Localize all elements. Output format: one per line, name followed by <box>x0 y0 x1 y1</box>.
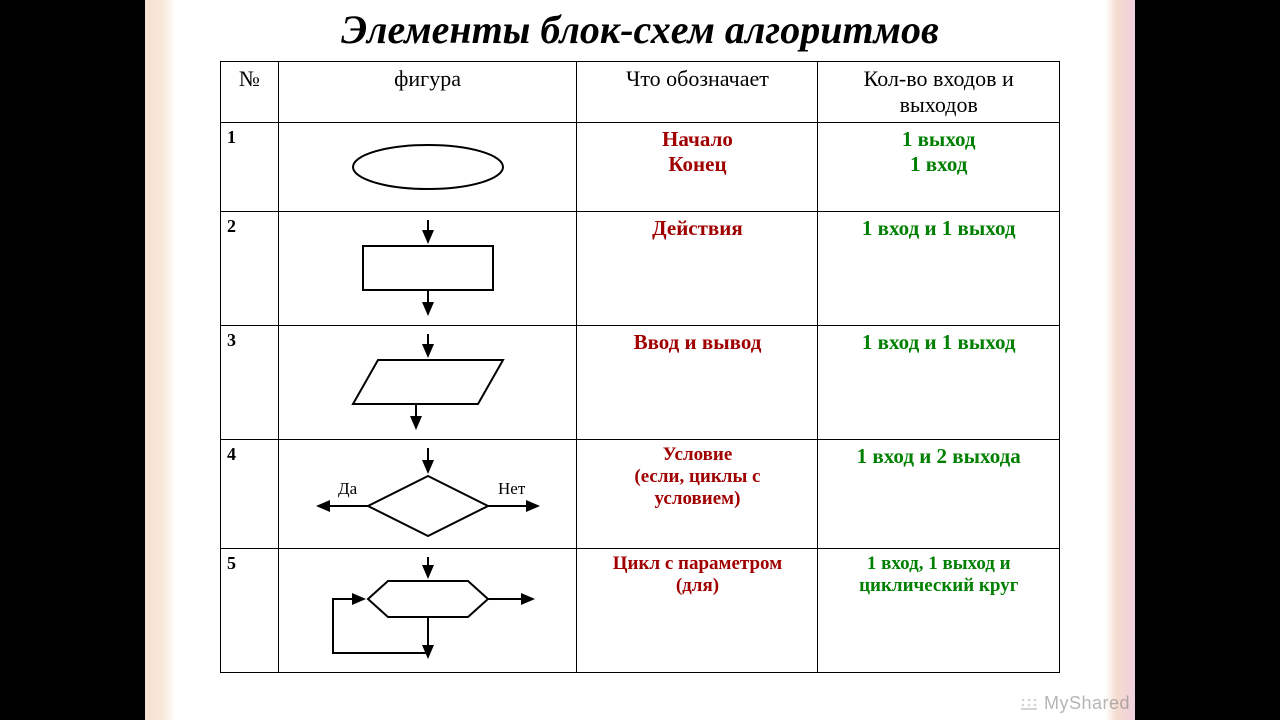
process-icon <box>318 216 538 321</box>
io-cell: 1 выход 1 вход <box>818 123 1060 212</box>
watermark-text: MyShared <box>1044 693 1130 713</box>
row-num: 4 <box>221 440 279 549</box>
meaning-cell: Условие (если, циклы с условием) <box>577 440 818 549</box>
watermark-icon <box>1020 697 1038 711</box>
row-num: 2 <box>221 212 279 326</box>
watermark: MyShared <box>1020 693 1130 714</box>
hexagon-loop-icon <box>298 553 558 668</box>
io-cell: 1 вход и 1 выход <box>818 326 1060 440</box>
io-cell: 1 вход и 2 выхода <box>818 440 1060 549</box>
row-num: 3 <box>221 326 279 440</box>
gradient-left <box>145 0 175 720</box>
col-figure: фигура <box>278 62 577 123</box>
yes-label: Да <box>338 479 358 498</box>
figure-terminator <box>278 123 577 212</box>
col-io: Кол-во входов и выходов <box>818 62 1060 123</box>
meaning-cell: Начало Конец <box>577 123 818 212</box>
page-title: Элементы блок-схем алгоритмов <box>175 6 1105 53</box>
col-num: № <box>221 62 279 123</box>
figure-decision: Да Нет <box>278 440 577 549</box>
table-row: 3 Ввод и вывод 1 вход и 1 выход <box>221 326 1060 440</box>
stage: Элементы блок-схем алгоритмов № фигура Ч… <box>0 0 1280 720</box>
row-num: 1 <box>221 123 279 212</box>
terminator-icon <box>318 127 538 207</box>
meaning-cell: Действия <box>577 212 818 326</box>
flowchart-elements-table: № фигура Что обозначает Кол-во входов и … <box>220 61 1060 673</box>
table-row: 4 Да Нет Условие <box>221 440 1060 549</box>
meaning-cell: Цикл с параметром (для) <box>577 549 818 673</box>
figure-loop <box>278 549 577 673</box>
paper: Элементы блок-схем алгоритмов № фигура Ч… <box>175 0 1105 720</box>
table-row: 5 Цикл с параметром <box>221 549 1060 673</box>
header-row: № фигура Что обозначает Кол-во входов и … <box>221 62 1060 123</box>
table-row: 2 Действия 1 вход и 1 выход <box>221 212 1060 326</box>
parallelogram-icon <box>318 330 538 435</box>
no-label: Нет <box>498 479 526 498</box>
table-row: 1 Начало Конец 1 выход 1 вход <box>221 123 1060 212</box>
col-meaning: Что обозначает <box>577 62 818 123</box>
row-num: 5 <box>221 549 279 673</box>
meaning-cell: Ввод и вывод <box>577 326 818 440</box>
io-cell: 1 вход и 1 выход <box>818 212 1060 326</box>
figure-io <box>278 326 577 440</box>
diamond-icon: Да Нет <box>298 444 558 544</box>
gradient-right <box>1105 0 1135 720</box>
figure-process <box>278 212 577 326</box>
io-cell: 1 вход, 1 выход и циклический круг <box>818 549 1060 673</box>
